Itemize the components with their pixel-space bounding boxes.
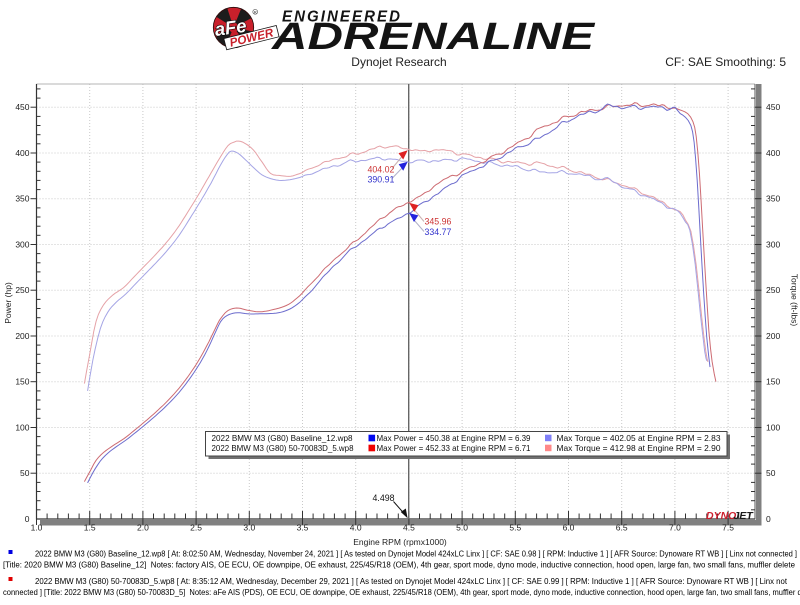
- svg-text:Max Power = 452.33 at Engine R: Max Power = 452.33 at Engine RPM = 6.71: [377, 443, 531, 453]
- svg-text:7.0: 7.0: [669, 523, 681, 533]
- svg-text:[Title: 2020 BMW M3 (G80) Base: [Title: 2020 BMW M3 (G80) Baseline_12] N…: [3, 561, 796, 570]
- svg-text:400: 400: [15, 148, 29, 158]
- svg-text:3.0: 3.0: [243, 523, 255, 533]
- svg-text:4.0: 4.0: [350, 523, 362, 533]
- svg-text:100: 100: [15, 422, 29, 432]
- svg-text:100: 100: [766, 422, 780, 432]
- svg-text:2.0: 2.0: [137, 523, 149, 533]
- svg-text:300: 300: [766, 239, 780, 249]
- svg-text:2022 BMW M3 (G80) Baseline_12.: 2022 BMW M3 (G80) Baseline_12.wp8 [ At: …: [35, 550, 797, 559]
- svg-text:CF: SAE Smoothing: 5: CF: SAE Smoothing: 5: [665, 55, 786, 69]
- svg-text:390.91: 390.91: [368, 175, 395, 185]
- svg-text:50: 50: [766, 468, 776, 478]
- svg-text:2022 BMW M3 (G80) 50-70083D_5.: 2022 BMW M3 (G80) 50-70083D_5.wp8 [ At: …: [35, 577, 788, 586]
- svg-text:350: 350: [766, 194, 780, 204]
- svg-text:ENGINEERED: ENGINEERED: [282, 9, 402, 26]
- svg-text:R: R: [254, 10, 257, 14]
- svg-text:200: 200: [15, 331, 29, 341]
- svg-text:connected ] [Title: 2022 BMW M: connected ] [Title: 2022 BMW M3 (G80) 50…: [3, 588, 800, 597]
- svg-text:250: 250: [15, 285, 29, 295]
- svg-text:1.0: 1.0: [31, 523, 43, 533]
- svg-text:Dynojet Research: Dynojet Research: [351, 55, 446, 69]
- svg-text:aFe: aFe: [213, 15, 248, 40]
- svg-text:7.5: 7.5: [722, 523, 734, 533]
- svg-text:404.02: 404.02: [368, 165, 395, 175]
- svg-text:350: 350: [15, 194, 29, 204]
- svg-text:2.5: 2.5: [190, 523, 202, 533]
- svg-text:Max Torque = 412.98 at Engine: Max Torque = 412.98 at Engine RPM = 2.90: [557, 443, 721, 453]
- svg-text:334.77: 334.77: [425, 227, 452, 237]
- svg-text:2022 BMW M3 (G80) 50-70083D_5.: 2022 BMW M3 (G80) 50-70083D_5.wp8: [212, 443, 354, 453]
- svg-text:400: 400: [766, 148, 780, 158]
- svg-text:450: 450: [766, 102, 780, 112]
- svg-text:JET: JET: [734, 510, 755, 522]
- svg-text:50: 50: [20, 468, 30, 478]
- svg-text:345.96: 345.96: [425, 217, 452, 227]
- svg-text:4.5: 4.5: [403, 523, 415, 533]
- svg-text:Engine RPM (rpmx1000): Engine RPM (rpmx1000): [353, 537, 447, 547]
- svg-text:250: 250: [766, 285, 780, 295]
- svg-text:0: 0: [25, 514, 30, 524]
- svg-text:5.0: 5.0: [456, 523, 468, 533]
- svg-text:ADRENALINE: ADRENALINE: [271, 16, 596, 58]
- svg-text:4.498: 4.498: [373, 493, 395, 503]
- svg-text:1.5: 1.5: [84, 523, 96, 533]
- svg-text:150: 150: [15, 377, 29, 387]
- svg-text:DYNO: DYNO: [706, 510, 736, 522]
- svg-text:300: 300: [15, 239, 29, 249]
- svg-text:150: 150: [766, 377, 780, 387]
- svg-text:3.5: 3.5: [297, 523, 309, 533]
- svg-text:450: 450: [15, 102, 29, 112]
- svg-text:6.5: 6.5: [616, 523, 628, 533]
- svg-text:Power (hp): Power (hp): [3, 282, 13, 324]
- svg-text:2022 BMW M3 (G80) Baseline_12.: 2022 BMW M3 (G80) Baseline_12.wp8: [212, 433, 353, 443]
- svg-text:Max Torque = 402.05 at Engine: Max Torque = 402.05 at Engine RPM = 2.83: [557, 433, 721, 443]
- svg-text:Torque (ft-lbs): Torque (ft-lbs): [790, 274, 800, 327]
- svg-text:200: 200: [766, 331, 780, 341]
- svg-text:6.0: 6.0: [563, 523, 575, 533]
- svg-text:Max Power = 450.38 at Engine R: Max Power = 450.38 at Engine RPM = 6.39: [377, 433, 531, 443]
- svg-text:0: 0: [766, 514, 771, 524]
- svg-text:5.5: 5.5: [509, 523, 521, 533]
